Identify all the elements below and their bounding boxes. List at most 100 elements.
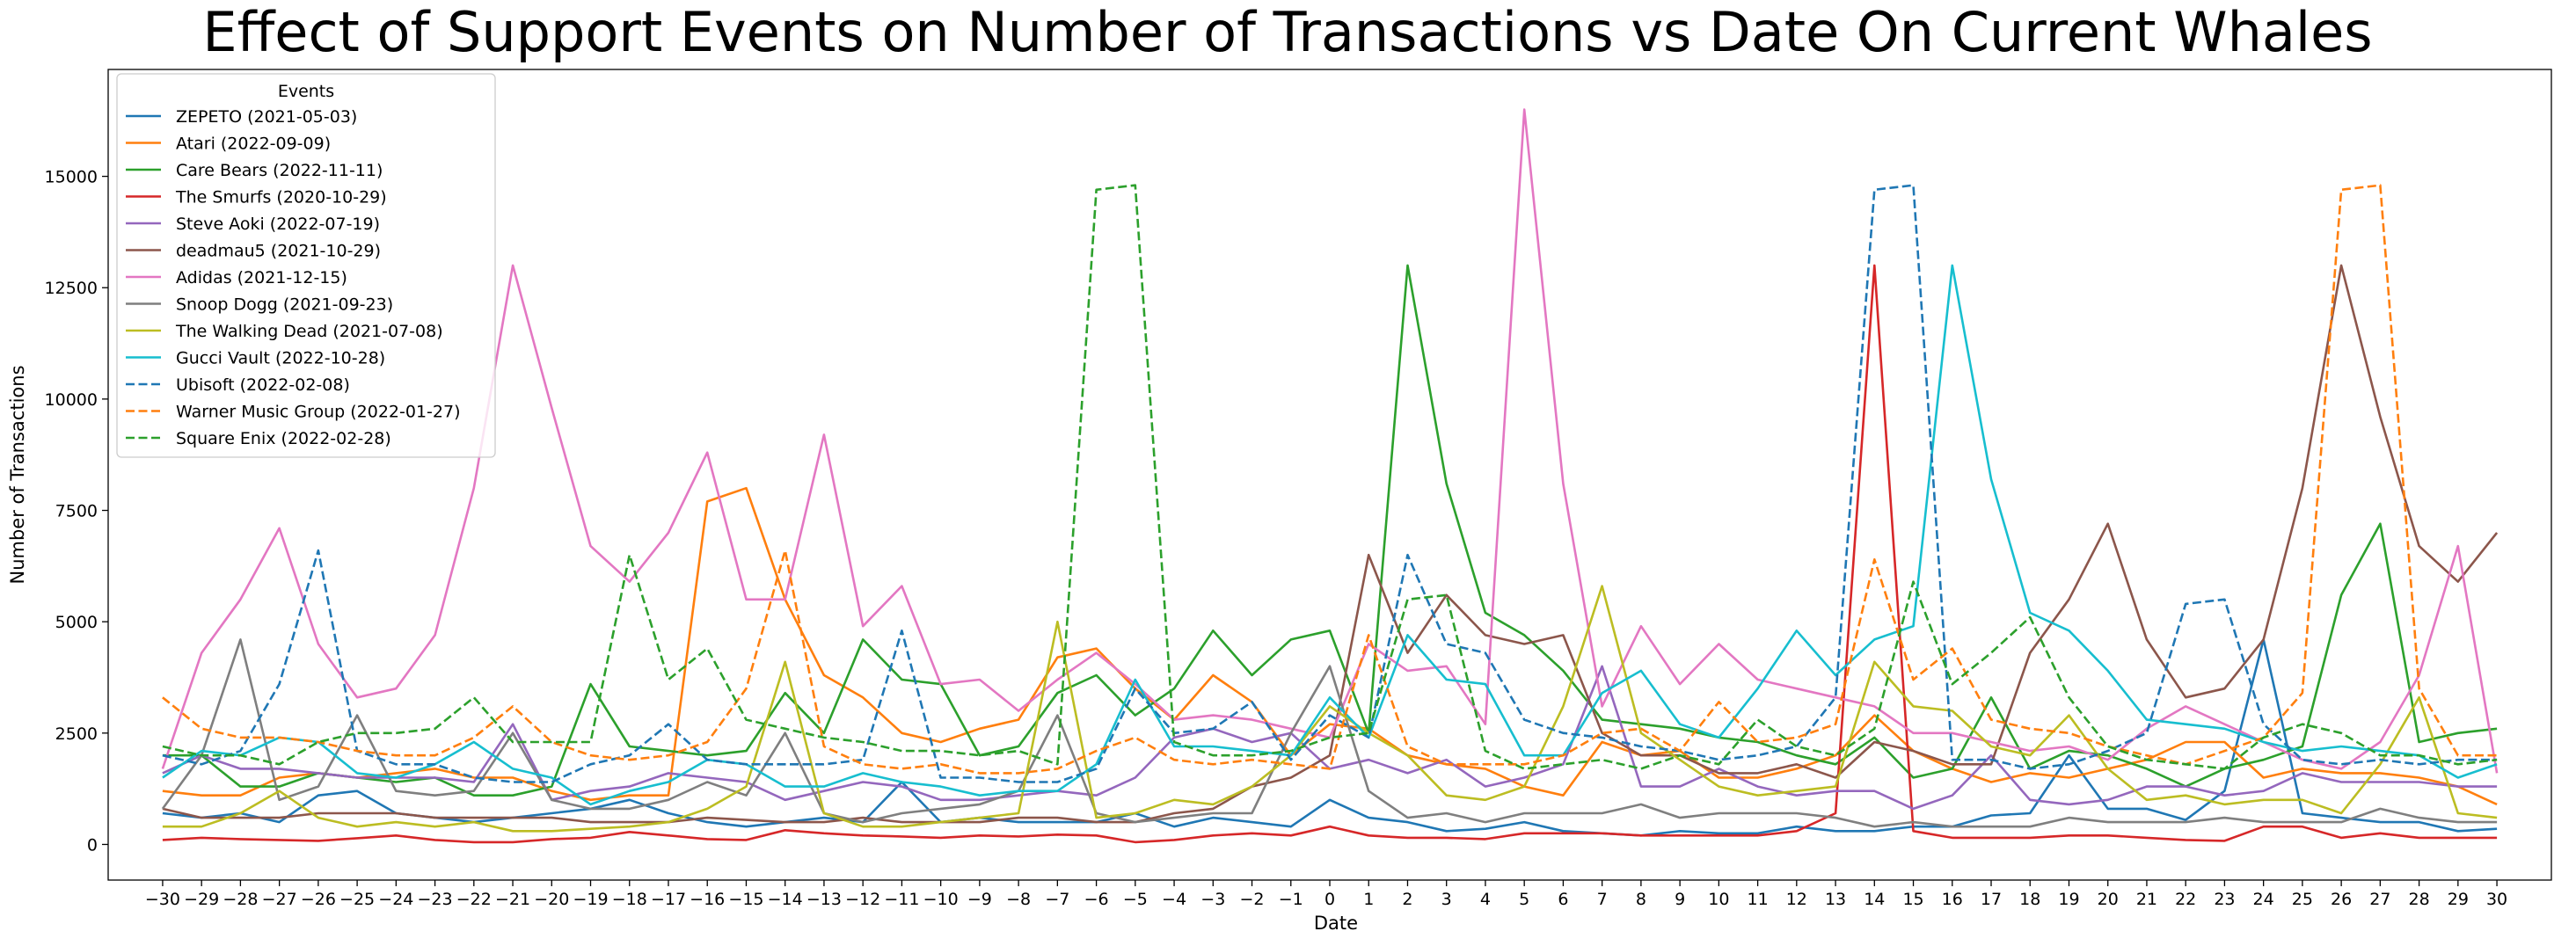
legend-label: deadmau5 (2021-10-29) [176,242,381,261]
x-tick-label: −16 [690,890,725,909]
x-tick-label: −17 [651,890,686,909]
x-tick-label: 18 [2019,890,2040,909]
series-line-0 [162,638,2498,837]
x-tick-label: 22 [2175,890,2196,909]
y-tick-label: 10000 [45,390,98,410]
y-tick-label: 5000 [55,613,98,632]
x-tick-label: 15 [1902,890,1923,909]
x-tick-label: −23 [418,890,453,909]
x-tick-label: 0 [1324,890,1335,909]
legend-label: Snoop Dogg (2021-09-23) [176,295,393,315]
x-tick-label: −11 [884,890,919,909]
x-tick-label: −5 [1123,890,1148,909]
series-line-8 [162,585,2498,833]
series-line-12 [162,184,2498,770]
x-tick-label: 17 [1981,890,2002,909]
x-tick-label: 16 [1942,890,1963,909]
legend-label: The Smurfs (2020-10-29) [175,188,387,207]
legend-label: Adidas (2021-12-15) [176,268,347,287]
series-layer [161,108,2499,844]
legend: Events ZEPETO (2021-05-03) Atari (2022-09… [116,73,496,458]
series-line-10 [162,184,2498,783]
x-tick-label: −27 [262,890,297,909]
legend-label: The Walking Dead (2021-07-08) [175,322,443,341]
x-tick-label: −9 [967,890,992,909]
legend-items: ZEPETO (2021-05-03) Atari (2022-09-09) Car… [126,107,461,448]
legend-label: Steve Aoki (2022-07-19) [176,215,380,234]
legend-box [116,73,496,458]
x-tick-label: 28 [2409,890,2430,909]
x-tick-label: 27 [2369,890,2390,909]
x-tick-label: −2 [1240,890,1265,909]
x-tick-label: −1 [1279,890,1303,909]
x-tick-label: 23 [2214,890,2235,909]
y-axis: 0 2500 5000 7500 10000 12500 15000 [45,168,108,855]
x-tick-label: 5 [1519,890,1529,909]
x-tick-label: −29 [184,890,219,909]
x-tick-label: 30 [2486,890,2507,909]
x-tick-label: −15 [728,890,763,909]
y-tick-label: 12500 [45,279,98,298]
x-tick-label: 3 [1441,890,1452,909]
series-line-3 [162,264,2498,844]
y-tick-label: 2500 [55,724,98,744]
x-tick-label: −10 [923,890,959,909]
series-line-6 [161,108,2499,774]
series-line-7 [161,638,2498,828]
x-tick-label: −21 [495,890,530,909]
x-tick-label: 2 [1402,890,1412,909]
x-tick-label: −24 [378,890,413,909]
series-line-2 [162,264,2498,797]
x-tick-label: 25 [2292,890,2313,909]
x-tick-label: −26 [301,890,336,909]
legend-label: Ubisoft (2022-02-08) [176,375,350,395]
x-tick-label: 13 [1825,890,1846,909]
legend-label: Care Bears (2022-11-11) [176,161,383,180]
x-tick-label: 20 [2098,890,2119,909]
x-tick-label: 29 [2448,890,2469,909]
x-tick-label: 21 [2136,890,2157,909]
legend-title: Events [278,82,334,101]
series-line-11 [162,184,2498,775]
x-tick-label: 6 [1558,890,1568,909]
x-axis: −30 −29 −28 −27 −26 −25 −24 −23 −22 −21 −20 −19 −18−… [145,880,2507,909]
series-line-9 [162,264,2498,806]
y-axis-label: Number of Transactions [7,365,28,584]
x-tick-label: 12 [1786,890,1807,909]
legend-label: Gucci Vault (2022-10-28) [176,349,385,368]
y-tick-label: 7500 [55,502,98,521]
x-tick-label: −30 [145,890,180,909]
x-tick-label: 8 [1636,890,1646,909]
x-tick-label: 24 [2253,890,2274,909]
legend-label: Atari (2022-09-09) [176,135,331,154]
x-tick-label: −12 [845,890,880,909]
x-tick-label: 14 [1864,890,1885,909]
x-tick-label: 19 [2058,890,2079,909]
legend-label: Warner Music Group (2022-01-27) [176,403,461,422]
x-tick-label: −3 [1200,890,1225,909]
x-tick-label: 11 [1747,890,1768,909]
legend-label: ZEPETO (2021-05-03) [176,107,357,127]
x-tick-label: 26 [2331,890,2352,909]
y-tick-label: 0 [87,835,98,855]
x-tick-label: 4 [1480,890,1491,909]
series-line-5 [162,264,2499,824]
x-tick-label: 9 [1675,890,1685,909]
x-tick-label: −14 [768,890,803,909]
x-tick-label: −8 [1006,890,1031,909]
x-tick-label: 1 [1363,890,1374,909]
x-tick-label: −22 [456,890,492,909]
legend-label: Square Enix (2022-02-28) [176,429,391,448]
x-tick-label: −7 [1045,890,1069,909]
chart-title: Effect of Support Events on Number of Tr… [202,0,2372,64]
x-axis-label: Date [1314,913,1358,934]
x-tick-label: 7 [1597,890,1608,909]
y-tick-label: 15000 [45,168,98,187]
x-tick-label: −28 [223,890,258,909]
x-tick-label: −4 [1162,890,1186,909]
x-tick-label: −18 [612,890,647,909]
x-tick-label: −19 [573,890,608,909]
x-tick-label: −25 [339,890,375,909]
x-tick-label: −6 [1084,890,1109,909]
